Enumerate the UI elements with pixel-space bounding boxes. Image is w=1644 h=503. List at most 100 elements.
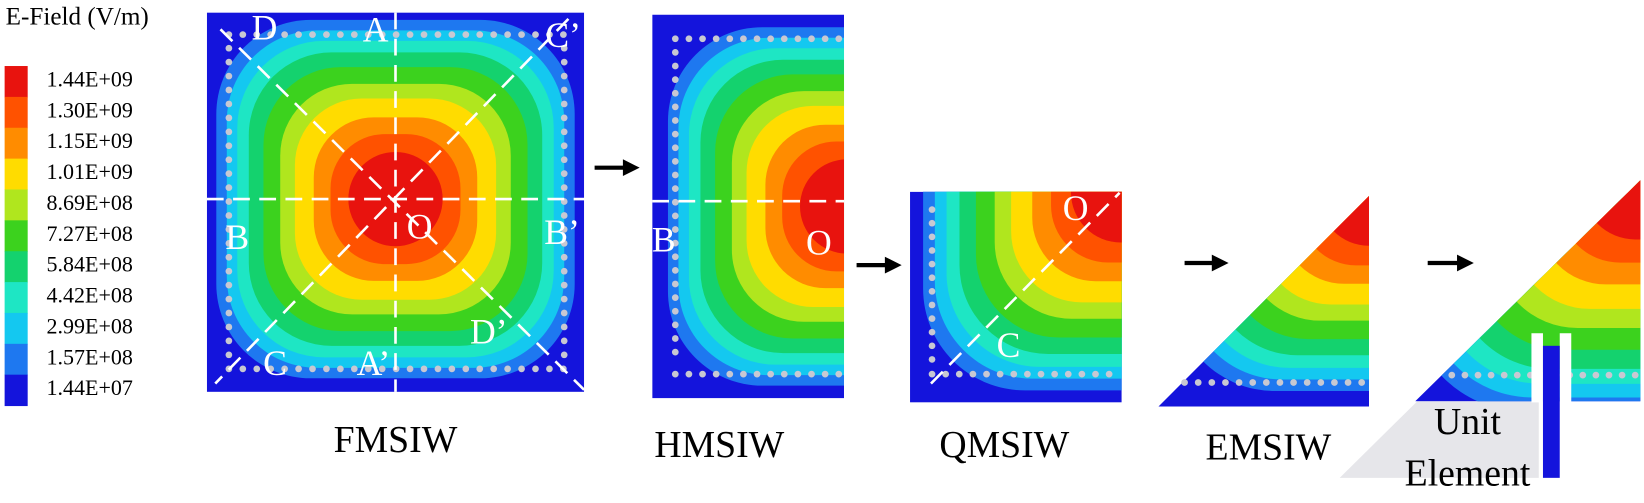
via — [699, 370, 706, 378]
via — [225, 142, 233, 150]
via — [794, 370, 802, 378]
via — [780, 35, 788, 43]
via — [740, 370, 747, 378]
via — [420, 365, 428, 373]
field-contour — [1582, 180, 1641, 240]
via — [671, 212, 679, 220]
via — [928, 219, 936, 227]
via — [560, 72, 568, 80]
via — [835, 35, 843, 43]
legend-swatch — [4, 127, 28, 160]
via — [671, 226, 679, 233]
via — [253, 365, 261, 373]
via — [955, 370, 963, 378]
legend-label: 1.01E+09 — [47, 159, 133, 184]
via — [225, 281, 233, 289]
via — [406, 31, 414, 38]
via — [1631, 371, 1639, 379]
legend-label: 1.44E+07 — [47, 375, 133, 400]
legend-swatch — [4, 282, 28, 314]
via — [295, 365, 302, 373]
caption: HMSIW — [654, 424, 784, 466]
via — [546, 365, 553, 373]
via — [835, 370, 843, 378]
field-contour — [800, 159, 845, 254]
via — [392, 31, 400, 38]
via — [928, 260, 936, 268]
via — [712, 370, 720, 378]
via — [532, 365, 539, 373]
via — [712, 35, 720, 43]
via — [767, 35, 775, 43]
arrows — [594, 159, 1474, 274]
cut-line — [219, 28, 586, 391]
via — [518, 31, 525, 38]
via — [560, 267, 568, 275]
via — [671, 171, 679, 179]
via — [504, 365, 511, 373]
via — [225, 212, 233, 219]
via — [420, 31, 428, 38]
via — [1037, 370, 1045, 378]
via — [323, 365, 330, 373]
via — [323, 31, 330, 38]
via — [1592, 371, 1600, 379]
via — [740, 35, 747, 43]
via — [518, 365, 525, 373]
marker: O — [1063, 188, 1089, 228]
via — [378, 365, 386, 373]
slot — [1559, 333, 1572, 403]
via — [337, 31, 344, 38]
via — [671, 49, 679, 56]
via — [239, 365, 247, 373]
via — [671, 76, 679, 83]
marker: B — [225, 217, 249, 257]
via — [225, 86, 233, 94]
via — [448, 365, 456, 373]
via — [267, 365, 275, 373]
hmsiw-field — [652, 14, 845, 399]
via — [225, 309, 233, 317]
via — [364, 365, 372, 373]
via — [1500, 371, 1508, 379]
via — [1276, 379, 1284, 386]
via — [1024, 370, 1031, 378]
via — [406, 365, 414, 373]
field-contour — [1299, 195, 1370, 266]
via — [267, 31, 275, 38]
via — [225, 170, 233, 177]
via — [1461, 371, 1469, 379]
via — [560, 351, 568, 359]
via — [225, 128, 233, 136]
via — [378, 31, 386, 38]
via — [671, 89, 679, 97]
field-contour — [1225, 195, 1370, 340]
via — [671, 117, 679, 124]
legend-label: 1.44E+09 — [47, 66, 133, 91]
legend-label: 1.30E+09 — [47, 97, 133, 122]
via — [808, 35, 815, 43]
via — [1344, 379, 1352, 386]
legend-swatch — [4, 312, 28, 345]
via — [671, 321, 679, 329]
via — [671, 294, 679, 301]
via — [1290, 379, 1297, 386]
via — [671, 370, 679, 378]
via — [462, 31, 470, 38]
via — [225, 44, 233, 52]
via — [671, 198, 679, 206]
via — [532, 31, 539, 38]
via — [225, 267, 233, 275]
via — [225, 198, 233, 205]
field-contour — [1281, 195, 1370, 284]
arrow-head — [622, 159, 640, 177]
via — [434, 31, 442, 38]
via — [1092, 370, 1099, 378]
via — [1487, 371, 1495, 379]
via — [1064, 370, 1072, 378]
legend-label: 1.57E+08 — [47, 344, 133, 369]
legend-label: 1.15E+09 — [47, 128, 133, 153]
via — [560, 226, 568, 233]
via — [780, 370, 788, 378]
